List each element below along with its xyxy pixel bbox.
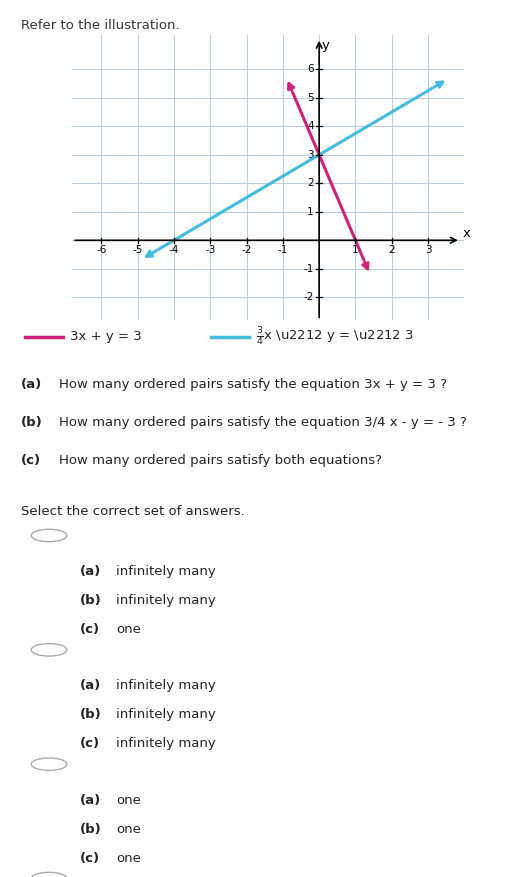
Text: (a): (a) bbox=[80, 794, 101, 807]
Text: one: one bbox=[116, 794, 141, 807]
Text: infinitely many: infinitely many bbox=[116, 565, 216, 578]
Text: (c): (c) bbox=[80, 623, 100, 636]
Text: 3: 3 bbox=[425, 246, 431, 255]
Text: -1: -1 bbox=[278, 246, 288, 255]
Text: 3x + y = 3: 3x + y = 3 bbox=[71, 331, 142, 343]
Text: one: one bbox=[116, 623, 141, 636]
Text: Refer to the illustration.: Refer to the illustration. bbox=[21, 19, 179, 32]
Text: (b): (b) bbox=[80, 709, 102, 721]
Text: (b): (b) bbox=[80, 823, 102, 836]
Text: How many ordered pairs satisfy both equations?: How many ordered pairs satisfy both equa… bbox=[59, 454, 382, 467]
Text: one: one bbox=[116, 852, 141, 865]
Text: infinitely many: infinitely many bbox=[116, 680, 216, 692]
Text: -1: -1 bbox=[303, 264, 314, 274]
Text: $\frac{3}{4}$x \u2212 y = \u2212 3: $\frac{3}{4}$x \u2212 y = \u2212 3 bbox=[255, 325, 413, 348]
Text: (b): (b) bbox=[21, 416, 42, 429]
Text: y: y bbox=[322, 39, 330, 53]
Text: 4: 4 bbox=[307, 121, 314, 132]
Text: How many ordered pairs satisfy the equation 3x + y = 3 ?: How many ordered pairs satisfy the equat… bbox=[59, 378, 447, 390]
Text: -4: -4 bbox=[169, 246, 179, 255]
Text: 2: 2 bbox=[307, 178, 314, 189]
Text: (a): (a) bbox=[80, 565, 101, 578]
Text: (a): (a) bbox=[80, 680, 101, 692]
Text: (c): (c) bbox=[80, 852, 100, 865]
Text: 5: 5 bbox=[307, 93, 314, 103]
Text: 6: 6 bbox=[307, 64, 314, 75]
Text: -6: -6 bbox=[96, 246, 106, 255]
Text: Select the correct set of answers.: Select the correct set of answers. bbox=[21, 505, 245, 518]
Text: 1: 1 bbox=[307, 207, 314, 217]
Text: x: x bbox=[462, 226, 471, 239]
Text: 3: 3 bbox=[307, 150, 314, 160]
Text: How many ordered pairs satisfy the equation 3/4 x - y = - 3 ?: How many ordered pairs satisfy the equat… bbox=[59, 416, 467, 429]
Text: infinitely many: infinitely many bbox=[116, 594, 216, 607]
Text: one: one bbox=[116, 823, 141, 836]
Text: (a): (a) bbox=[21, 378, 42, 390]
Text: infinitely many: infinitely many bbox=[116, 709, 216, 721]
Text: -3: -3 bbox=[205, 246, 215, 255]
Text: (b): (b) bbox=[80, 594, 102, 607]
Text: (c): (c) bbox=[21, 454, 41, 467]
Text: -2: -2 bbox=[241, 246, 252, 255]
Text: -2: -2 bbox=[303, 292, 314, 303]
Text: 1: 1 bbox=[352, 246, 359, 255]
Text: 2: 2 bbox=[389, 246, 395, 255]
Text: -5: -5 bbox=[133, 246, 143, 255]
Text: infinitely many: infinitely many bbox=[116, 738, 216, 751]
Text: (c): (c) bbox=[80, 738, 100, 751]
